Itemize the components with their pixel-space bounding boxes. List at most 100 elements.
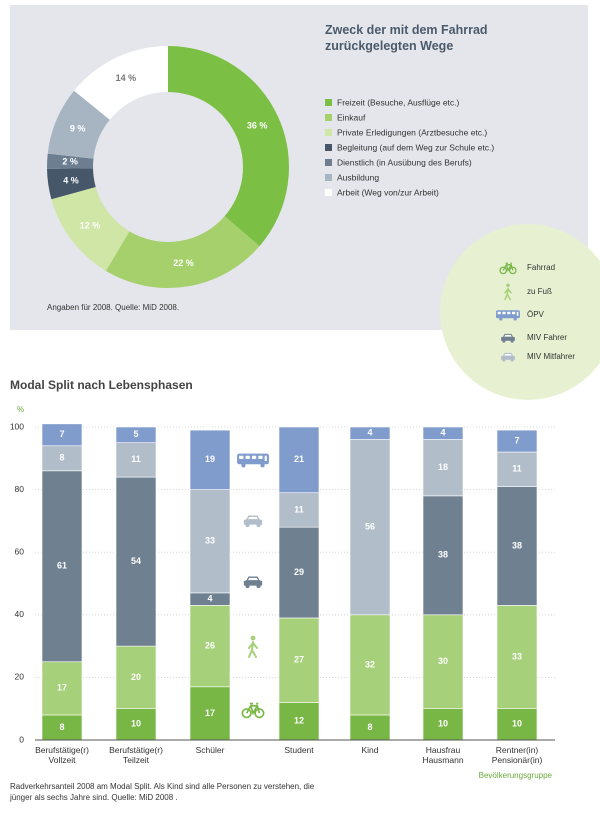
series-icon xyxy=(243,576,263,589)
bar-label: 10 xyxy=(438,719,448,729)
bar-segment xyxy=(496,429,538,453)
donut-slice xyxy=(51,186,130,271)
bar-segment xyxy=(422,708,464,741)
bar-segment xyxy=(496,486,538,606)
y-tick-label: 20 xyxy=(15,672,25,682)
slice-label: 14 % xyxy=(116,73,137,83)
bar-label: 38 xyxy=(512,540,522,550)
bar-title: Modal Split nach Lebensphasen xyxy=(10,378,193,392)
y-axis-label: % xyxy=(17,405,24,414)
legend-label: Freizeit (Besuche, Ausflüge etc.) xyxy=(337,97,460,107)
y-tick-label: 40 xyxy=(15,609,25,619)
bar-note: Radverkehrsanteil 2008 am Modal Split. A… xyxy=(10,782,315,802)
bar-label: 11 xyxy=(512,464,522,474)
bar-segment xyxy=(115,476,157,647)
bar-label: 5 xyxy=(133,429,138,439)
bar-label: 8 xyxy=(59,453,64,463)
legend-swatch xyxy=(325,189,332,196)
bar-label: 33 xyxy=(512,651,522,661)
bar-label: 54 xyxy=(131,556,141,566)
bar-label: 17 xyxy=(57,683,67,693)
bar-label: 61 xyxy=(57,561,67,571)
bar-segment xyxy=(115,442,157,478)
slice-label: 22 % xyxy=(173,258,194,268)
bar-segment xyxy=(189,429,231,490)
x-tick-label: Student xyxy=(284,745,314,755)
y-tick-label: 80 xyxy=(15,484,25,494)
bar-label: 20 xyxy=(131,672,141,682)
bar-label: 4 xyxy=(440,428,445,438)
legend-label: ÖPV xyxy=(527,310,545,319)
slice-label: 4 % xyxy=(63,175,79,185)
bar-label: 33 xyxy=(205,536,215,546)
bar-segment xyxy=(189,686,231,741)
donut-slice xyxy=(74,46,168,120)
legend-label: Begleitung (auf dem Weg zur Schule etc.) xyxy=(337,142,494,152)
bar-label: 10 xyxy=(512,719,522,729)
bar-segment xyxy=(422,614,464,709)
legend-swatch xyxy=(325,174,332,181)
donut-slice xyxy=(47,90,110,159)
bar-label: 32 xyxy=(365,659,375,669)
legend-label: Ausbildung xyxy=(337,172,379,182)
bar-label: 18 xyxy=(438,462,448,472)
series-icon xyxy=(241,702,265,719)
bar-label: 8 xyxy=(59,722,64,732)
x-tick-label: Rentner(in) Pensionär(in) xyxy=(491,745,543,765)
legend-swatch xyxy=(325,159,332,166)
slice-label: 36 % xyxy=(247,121,268,131)
x-tick-label: Berufstätige(r) Vollzeit xyxy=(35,745,89,765)
y-tick-label: 0 xyxy=(19,734,24,744)
y-tick-label: 60 xyxy=(15,546,25,556)
legend-label: Fahrrad xyxy=(527,263,555,272)
donut-note: Angaben für 2008. Quelle: MiD 2008. xyxy=(47,303,179,312)
legend-label: Dienstlich (in Ausübung des Berufs) xyxy=(337,157,472,167)
bar-label: 8 xyxy=(367,722,372,732)
legend-swatch xyxy=(325,99,332,106)
donut-slice xyxy=(46,153,94,169)
bar-segment xyxy=(278,702,320,741)
bar-label: 19 xyxy=(205,454,215,464)
donut-slice xyxy=(47,168,96,200)
bar-segment xyxy=(189,489,231,594)
bar-segment xyxy=(278,426,320,494)
legend-swatch xyxy=(325,114,332,121)
bar-label: 7 xyxy=(514,435,519,445)
bar-label: 21 xyxy=(294,454,304,464)
legend-label: zu Fuß xyxy=(527,287,552,296)
bar-segment xyxy=(115,645,157,709)
bar-label: 29 xyxy=(294,567,304,577)
bar-label: 56 xyxy=(365,522,375,532)
x-tick-label: Kind xyxy=(361,745,379,755)
bar-label: 38 xyxy=(438,550,448,560)
bar-label: 27 xyxy=(294,655,304,665)
bar-label: 17 xyxy=(205,708,215,718)
x-tick-label: Schüler xyxy=(195,745,225,755)
bar-segment xyxy=(189,605,231,688)
legend-label: MIV Mitfahrer xyxy=(527,352,575,361)
legend-circle xyxy=(440,224,600,400)
slice-label: 2 % xyxy=(62,157,78,167)
donut-slice xyxy=(105,216,260,288)
bar-segment xyxy=(422,426,464,440)
bar-label: 11 xyxy=(294,504,304,514)
legend-swatch xyxy=(325,144,332,151)
bar-segment xyxy=(278,526,320,619)
x-axis-label: Bevölkerungsgruppe xyxy=(479,771,553,780)
bar-segment xyxy=(278,492,320,528)
slice-label: 12 % xyxy=(80,221,101,231)
bar-segment xyxy=(41,423,83,447)
series-icon xyxy=(243,515,263,528)
bar-label: 4 xyxy=(367,428,372,438)
legend-label: Arbeit (Weg von/zur Arbeit) xyxy=(337,187,439,197)
bar-segment xyxy=(115,426,157,443)
legend-label: Einkauf xyxy=(337,112,366,122)
bar-label: 4 xyxy=(207,594,212,604)
bar-label: 12 xyxy=(294,716,304,726)
donut-title: Zweck der mit dem Fahrrad zurückgelegten… xyxy=(325,23,488,53)
x-tick-label: Hausfrau Hausmann xyxy=(422,745,464,765)
bar-label: 26 xyxy=(205,640,215,650)
bar-label: 11 xyxy=(131,454,141,464)
